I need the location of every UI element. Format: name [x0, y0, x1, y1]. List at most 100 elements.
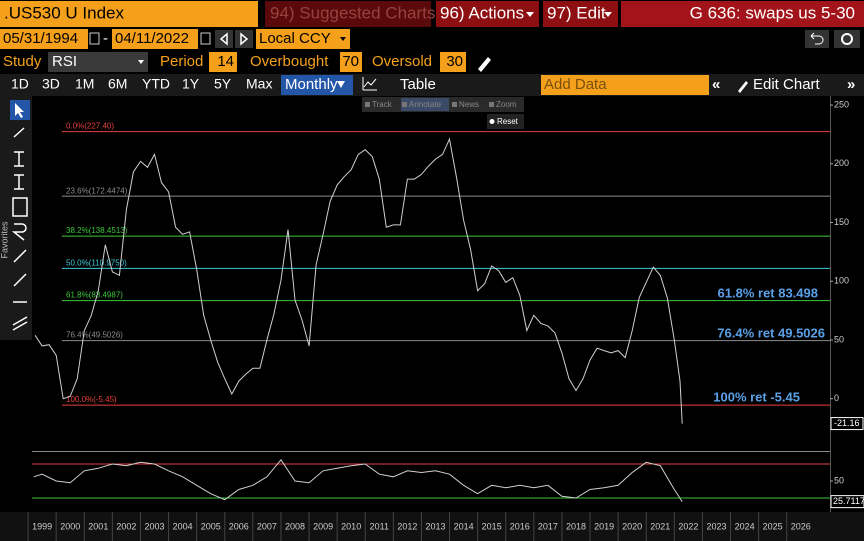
undo-icon — [810, 32, 824, 45]
annotation: 100% ret -5.45 — [713, 389, 800, 404]
tool-item[interactable]: Track — [372, 100, 393, 109]
title-box — [621, 1, 864, 27]
edit-button[interactable] — [543, 1, 618, 27]
trend-tool[interactable] — [13, 273, 27, 287]
oversold-box[interactable] — [440, 52, 466, 72]
suggested-button[interactable] — [265, 1, 431, 27]
x-tick-label: 2003 — [144, 521, 164, 531]
x-tick-label: 2026 — [791, 521, 811, 531]
x-tick-label: 2017 — [538, 521, 558, 531]
overbought-box[interactable] — [340, 52, 362, 72]
range-button[interactable]: 1D — [11, 76, 29, 92]
study-label: Study — [3, 53, 42, 70]
level-label: 0.0%(227.40) — [66, 122, 114, 131]
overbought: 70 — [342, 53, 359, 70]
range-button[interactable]: 1Y — [182, 76, 200, 92]
y-tick-label: 150 — [834, 217, 849, 227]
currency: Local CCY — [259, 30, 331, 47]
last-value: 25.7117 — [833, 496, 864, 506]
r-tool[interactable] — [11, 223, 27, 241]
tool-icon — [489, 102, 494, 107]
x-tick-label: 2010 — [341, 521, 361, 531]
expand[interactable]: » — [847, 76, 855, 93]
period-box[interactable] — [209, 52, 237, 72]
x-axis-bar — [0, 512, 864, 541]
calendar-icon[interactable] — [200, 32, 211, 45]
x-tick-label: 2022 — [678, 521, 698, 531]
suggested: 94) Suggested Charts — [270, 3, 435, 22]
tool-icon — [402, 102, 407, 107]
prev-button[interactable] — [215, 30, 233, 48]
range-button[interactable]: YTD — [142, 76, 170, 92]
x-tick-label: 2021 — [650, 521, 670, 531]
price-line — [34, 137, 683, 424]
next-arrow — [240, 32, 249, 46]
tool-item[interactable]: News — [459, 100, 479, 109]
oversold: 30 — [446, 53, 463, 70]
period: 14 — [217, 53, 234, 70]
period-label: Period — [160, 53, 203, 70]
trend-tool[interactable] — [13, 249, 27, 263]
rsi-y-tick-label: 50 — [834, 475, 844, 485]
plot-area — [32, 96, 830, 512]
calendar-icon[interactable] — [89, 32, 100, 45]
study-name: RSI — [52, 53, 77, 70]
favorites[interactable]: Favorites — [0, 221, 9, 259]
tool-item[interactable]: Zoom — [496, 100, 517, 109]
security: .US530 U Index — [4, 3, 125, 22]
study-box[interactable] — [48, 52, 148, 72]
reset-button[interactable] — [487, 114, 524, 129]
range-button[interactable]: 1M — [75, 76, 94, 92]
x-tick-label: 2025 — [763, 521, 783, 531]
level-label: 61.8%(83.4987) — [66, 291, 123, 300]
x-tick-label: 2020 — [622, 521, 642, 531]
y-tick-label: 250 — [834, 99, 849, 109]
next-button[interactable] — [235, 30, 253, 48]
text-tool[interactable] — [14, 151, 24, 167]
dropdown-arrow — [340, 37, 346, 41]
title: G 636: swaps us 5-30 — [690, 3, 855, 22]
tool-icon — [452, 102, 457, 107]
dash: - — [103, 30, 108, 47]
oversold-label: Oversold — [372, 53, 432, 70]
x-tick-label: 2008 — [285, 521, 305, 531]
x-tick-label: 1999 — [32, 521, 52, 531]
range-buttons: 1D 3D 1M 6M YTD 1Y 5Y Max — [11, 76, 272, 92]
x-tick-label: 2013 — [425, 521, 445, 531]
add-data-box[interactable] — [541, 75, 709, 95]
range-button[interactable]: 6M — [108, 76, 127, 92]
undo-button[interactable] — [805, 30, 829, 48]
chart-icon[interactable] — [362, 77, 377, 91]
actions-button[interactable] — [436, 1, 539, 27]
tool-item[interactable]: Annotate — [409, 100, 442, 109]
end-date-box[interactable] — [112, 29, 198, 49]
security-box[interactable] — [0, 1, 258, 27]
range-button[interactable]: Max — [246, 76, 272, 92]
range-button[interactable]: 3D — [42, 76, 60, 92]
pencil-icon[interactable] — [478, 57, 491, 72]
level-label: 100.0%(-5.45) — [66, 395, 117, 404]
level-label: 50.0%(110.9750) — [66, 258, 127, 267]
text-tool[interactable] — [14, 174, 24, 190]
x-tick-label: 2015 — [482, 521, 502, 531]
currency-box[interactable] — [256, 29, 350, 49]
channel-tool[interactable] — [12, 316, 28, 331]
sidebar — [0, 96, 32, 340]
settings-button[interactable] — [834, 30, 860, 48]
collapse[interactable]: « — [712, 76, 720, 93]
edit-chart[interactable]: Edit Chart — [753, 76, 821, 93]
dropdown-arrow — [604, 12, 612, 17]
pencil-icon — [738, 81, 748, 93]
x-tick-label: 2016 — [510, 521, 530, 531]
box-tool[interactable] — [12, 197, 28, 217]
edit: 97) Edit — [547, 3, 606, 22]
x-tick-label: 2001 — [88, 521, 108, 531]
start-date-box[interactable] — [0, 29, 88, 49]
x-tick-label: 2014 — [454, 521, 474, 531]
range-button[interactable]: 5Y — [214, 76, 232, 92]
x-tick-label: 2024 — [735, 521, 755, 531]
reset-icon — [489, 119, 495, 124]
table[interactable]: Table — [400, 76, 436, 93]
line-tool[interactable] — [13, 127, 25, 138]
frequency-button[interactable] — [281, 75, 353, 95]
